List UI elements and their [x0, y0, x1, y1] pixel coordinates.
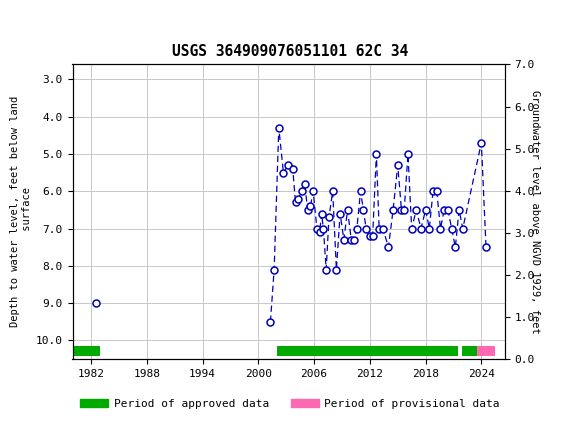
Polygon shape — [6, 11, 46, 31]
Text: USGS 364909076051101 62C 34: USGS 364909076051101 62C 34 — [172, 44, 408, 59]
Y-axis label: Groundwater level above NGVD 1929, feet: Groundwater level above NGVD 1929, feet — [530, 90, 540, 334]
Legend: Period of approved data, Period of provisional data: Period of approved data, Period of provi… — [76, 395, 504, 414]
Y-axis label: Depth to water level, feet below land
 surface: Depth to water level, feet below land su… — [10, 96, 32, 327]
Text: USGS: USGS — [49, 14, 104, 31]
